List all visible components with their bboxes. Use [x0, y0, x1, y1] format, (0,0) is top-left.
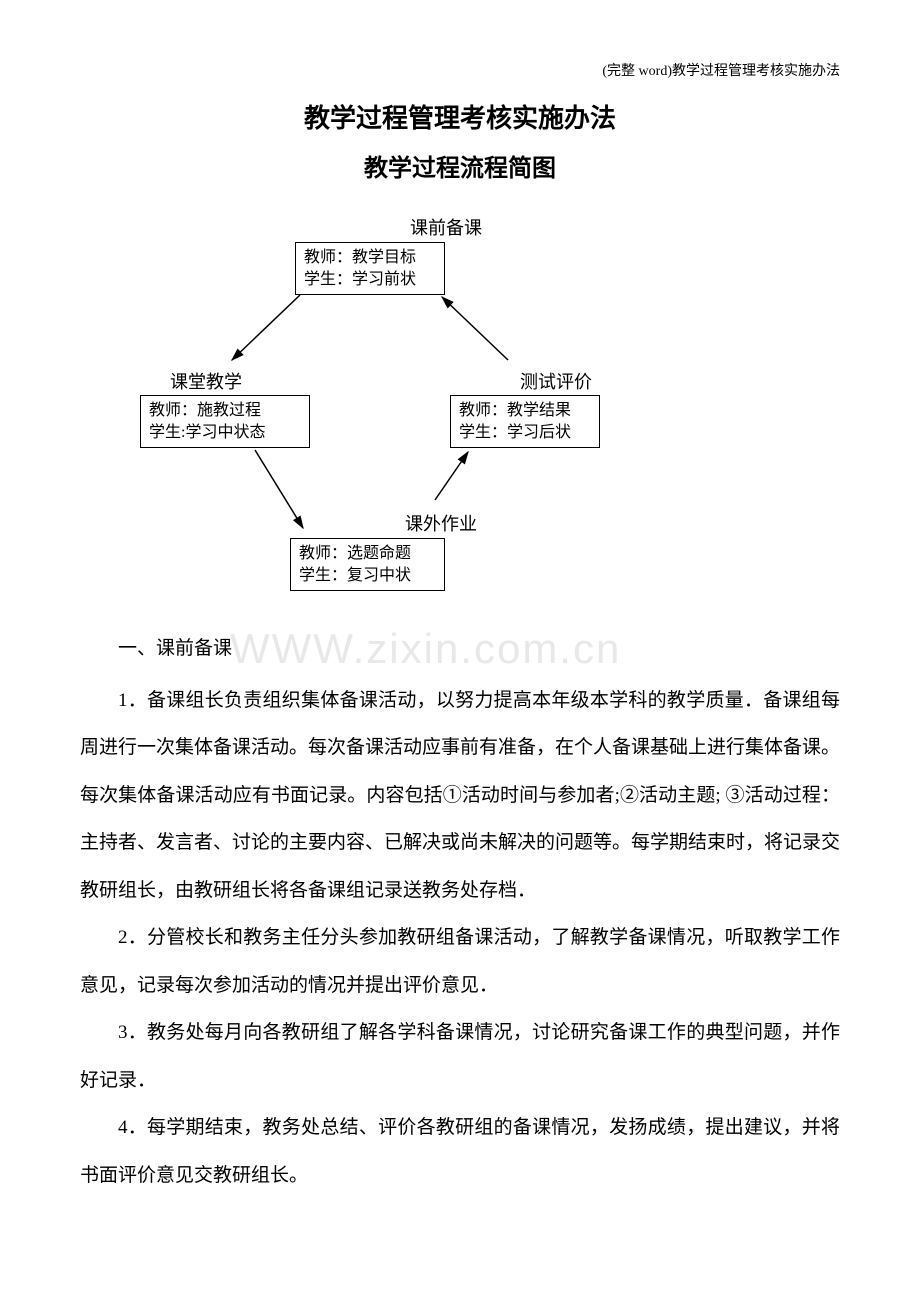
section1-p1: 1．备课组长负责组织集体备课活动，以努力提高本年级本学科的教学质量．备课组每周进…: [80, 677, 840, 915]
body-content: 一、课前备课 1．备课组长负责组织集体备课活动，以努力提高本年级本学科的教学质量…: [80, 625, 840, 1199]
section1-heading: 一、课前备课: [80, 625, 840, 673]
page-subtitle: 教学过程流程简图: [0, 148, 920, 183]
section1-p2: 2．分管校长和教务主任分头参加教研组备课活动，了解教学备课情况，听取教学工作意见…: [80, 914, 840, 1009]
page-title: 教学过程管理考核实施办法: [0, 98, 920, 135]
header-right-text: (完整 word)教学过程管理考核实施办法: [602, 60, 840, 80]
flowchart-diagram: 课前备课 教师：教学目标 学生：学习前状 课堂教学 教师：施教过程 学生:学习中…: [0, 200, 920, 600]
section1-p3: 3．教务处每月向各教研组了解各学科备课情况，讨论研究备课工作的典型问题，并作好记…: [80, 1009, 840, 1104]
section1-p4: 4．每学期结束，教务处总结、评价各教研组的备课情况，发扬成绩，提出建议，并将书面…: [80, 1104, 840, 1199]
flowchart-arrows: [0, 200, 920, 600]
